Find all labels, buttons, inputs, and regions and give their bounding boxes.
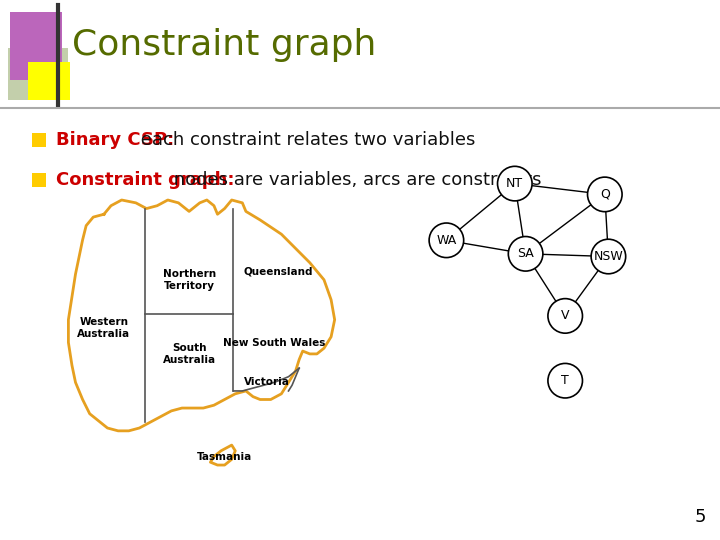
Text: Q: Q <box>600 188 610 201</box>
Text: WA: WA <box>436 234 456 247</box>
Bar <box>8 48 68 100</box>
Text: Northern
Territory: Northern Territory <box>163 269 216 291</box>
Text: V: V <box>561 309 570 322</box>
Circle shape <box>548 299 582 333</box>
Bar <box>32 133 46 147</box>
Text: New South Wales: New South Wales <box>223 338 325 348</box>
Circle shape <box>508 237 543 271</box>
Circle shape <box>548 363 582 398</box>
Text: Binary CSP: each constraint relates two variables: Binary CSP: each constraint relates two … <box>56 131 501 149</box>
Text: Queensland: Queensland <box>243 266 312 276</box>
Bar <box>32 173 46 187</box>
Text: 5: 5 <box>695 508 706 526</box>
Circle shape <box>591 239 626 274</box>
Text: Tasmania: Tasmania <box>197 451 252 462</box>
Text: each constraint relates two variables: each constraint relates two variables <box>135 131 475 149</box>
Text: Constraint graph: Constraint graph <box>72 28 377 62</box>
Bar <box>28 62 70 100</box>
Circle shape <box>588 177 622 212</box>
Text: Constraint graph:: Constraint graph: <box>56 171 235 189</box>
Text: SA: SA <box>517 247 534 260</box>
Bar <box>10 12 62 80</box>
Text: Binary CSP:: Binary CSP: <box>56 131 174 149</box>
Text: nodes are variables, arcs are constraints: nodes are variables, arcs are constraint… <box>168 171 541 189</box>
Text: South
Australia: South Australia <box>163 343 216 364</box>
Text: Western
Australia: Western Australia <box>77 318 130 339</box>
Text: NT: NT <box>506 177 523 190</box>
Circle shape <box>429 223 464 258</box>
Text: Victoria: Victoria <box>244 377 290 387</box>
Circle shape <box>498 166 532 201</box>
Text: T: T <box>562 374 569 387</box>
Text: NSW: NSW <box>593 250 624 263</box>
